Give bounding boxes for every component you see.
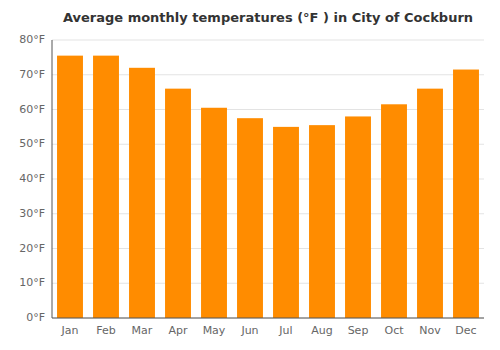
bar: [345, 116, 371, 318]
x-tick-label: Jan: [61, 324, 79, 337]
y-tick-label: 70°F: [19, 68, 45, 81]
bar: [201, 108, 227, 318]
x-tick-label: Sep: [348, 324, 369, 337]
y-tick-label: 10°F: [19, 276, 45, 289]
y-tick-label: 30°F: [19, 207, 45, 220]
bar: [129, 68, 155, 318]
grid-line: [52, 318, 484, 319]
chart-container: 0°F 10°F 20°F 30°F 40°F 50°F 60°F 70°F 80°F Jan Fe…: [0, 0, 500, 350]
y-axis: 0°F 10°F 20°F 30°F 40°F 50°F 60°F 70°F 80°F: [19, 33, 45, 324]
x-tick-label: Aug: [311, 324, 332, 337]
y-tick-label: 0°F: [26, 311, 45, 324]
x-axis: Jan Feb Mar Apr May Jun Jul Aug Sep Oct Nov Dec: [52, 40, 484, 337]
y-tick-label: 60°F: [19, 103, 45, 116]
x-axis-line: [52, 318, 484, 319]
bar: [93, 56, 119, 318]
x-tick-label: Apr: [168, 324, 188, 337]
bar: [453, 70, 479, 318]
grid-line: [52, 40, 484, 41]
bar: [57, 56, 83, 318]
bar: [417, 89, 443, 318]
x-tick-label: May: [203, 324, 226, 337]
bar: [309, 125, 335, 318]
y-tick-label: 20°F: [19, 242, 45, 255]
x-tick-label: Jul: [278, 324, 292, 337]
x-tick-label: Nov: [419, 324, 441, 337]
x-tick-label: Mar: [132, 324, 153, 337]
bars: [57, 56, 479, 318]
y-tick-label: 40°F: [19, 172, 45, 185]
x-tick-label: Dec: [455, 324, 476, 337]
chart-svg: 0°F 10°F 20°F 30°F 40°F 50°F 60°F 70°F 80°F Jan Fe…: [0, 0, 500, 350]
y-tick-label: 80°F: [19, 33, 45, 46]
bar: [165, 89, 191, 318]
bar: [237, 118, 263, 318]
bar: [381, 104, 407, 318]
y-axis-line: [52, 40, 53, 318]
grid: [52, 40, 484, 318]
x-tick-label: Oct: [384, 324, 404, 337]
y-tick-label: 50°F: [19, 137, 45, 150]
x-tick-label: Jun: [240, 324, 258, 337]
chart-title: Average monthly temperatures (°F ) in Ci…: [63, 10, 473, 25]
bar: [273, 127, 299, 318]
x-tick-label: Feb: [96, 324, 115, 337]
